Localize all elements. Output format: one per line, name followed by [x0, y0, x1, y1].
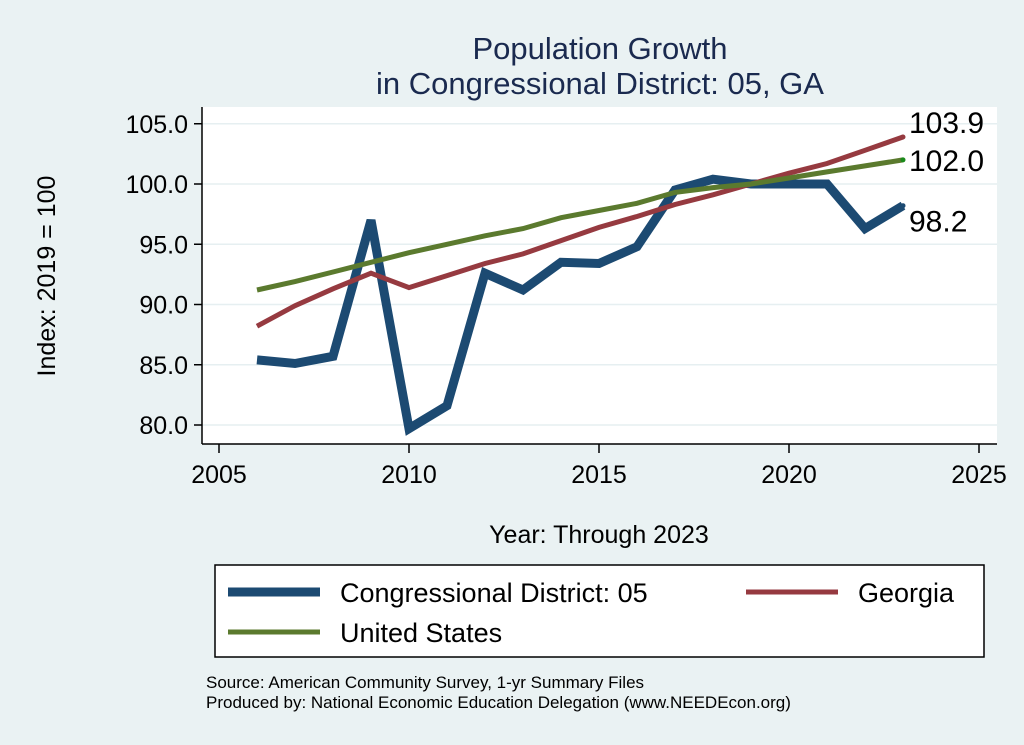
- legend-label-cd05: Congressional District: 05: [340, 578, 648, 608]
- y-tick-label: 90.0: [139, 292, 188, 320]
- y-tick-label: 80.0: [139, 412, 188, 440]
- plot-area: [202, 107, 997, 444]
- end-label: 98.2: [909, 206, 967, 239]
- y-tick-label: 105.0: [125, 111, 188, 139]
- end-label: 103.9: [909, 107, 984, 140]
- y-ticks: 80.0 85.0 90.0 95.0 100.0 105.0: [125, 111, 202, 440]
- chart-title-line-2: in Congressional District: 05, GA: [376, 66, 824, 101]
- series-line-us: [256, 157, 904, 293]
- x-tick-label: 2025: [951, 461, 1007, 489]
- series-line-georgia: [255, 134, 904, 329]
- legend: Congressional District: 05 Georgia Unite…: [214, 564, 985, 658]
- x-tick-label: 2015: [571, 461, 627, 489]
- series-end-point: [900, 157, 906, 163]
- x-tick-label: 2005: [191, 461, 247, 489]
- y-tick-label: 95.0: [139, 231, 188, 259]
- series-group: [255, 134, 906, 436]
- y-tick-label: 100.0: [125, 171, 188, 199]
- legend-label-georgia: Georgia: [858, 578, 955, 608]
- x-ticks: 2005 2010 2015 2020 2025: [191, 444, 1007, 489]
- x-tick-label: 2010: [381, 461, 437, 489]
- grid-lines: [202, 123, 997, 426]
- x-tick-label: 2020: [761, 461, 817, 489]
- series-line-cd05: [256, 174, 906, 436]
- series-end-point: [900, 203, 906, 209]
- legend-label-us: United States: [340, 618, 502, 648]
- chart-title-line-1: Population Growth: [472, 31, 727, 66]
- x-axis-title: Year: Through 2023: [489, 521, 709, 549]
- producer-note: Produced by: National Economic Education…: [206, 693, 791, 712]
- y-axis-title: Index: 2019 = 100: [33, 176, 61, 377]
- y-tick-label: 85.0: [139, 352, 188, 380]
- end-labels: 98.2 103.9 102.0: [909, 107, 984, 239]
- end-label: 102.0: [909, 145, 984, 178]
- series-end-point: [900, 134, 906, 140]
- legend-box: [214, 564, 985, 658]
- source-note: Source: American Community Survey, 1-yr …: [206, 673, 644, 692]
